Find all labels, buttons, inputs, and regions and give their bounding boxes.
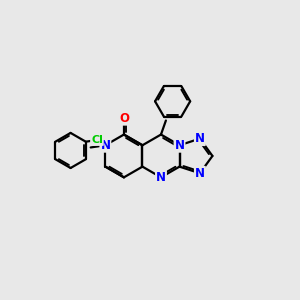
Text: O: O [119, 112, 129, 125]
Text: N: N [100, 139, 110, 152]
Text: Cl: Cl [91, 135, 103, 145]
Text: N: N [195, 167, 205, 180]
Text: N: N [195, 132, 205, 145]
Text: N: N [175, 139, 184, 152]
Text: N: N [156, 171, 166, 184]
